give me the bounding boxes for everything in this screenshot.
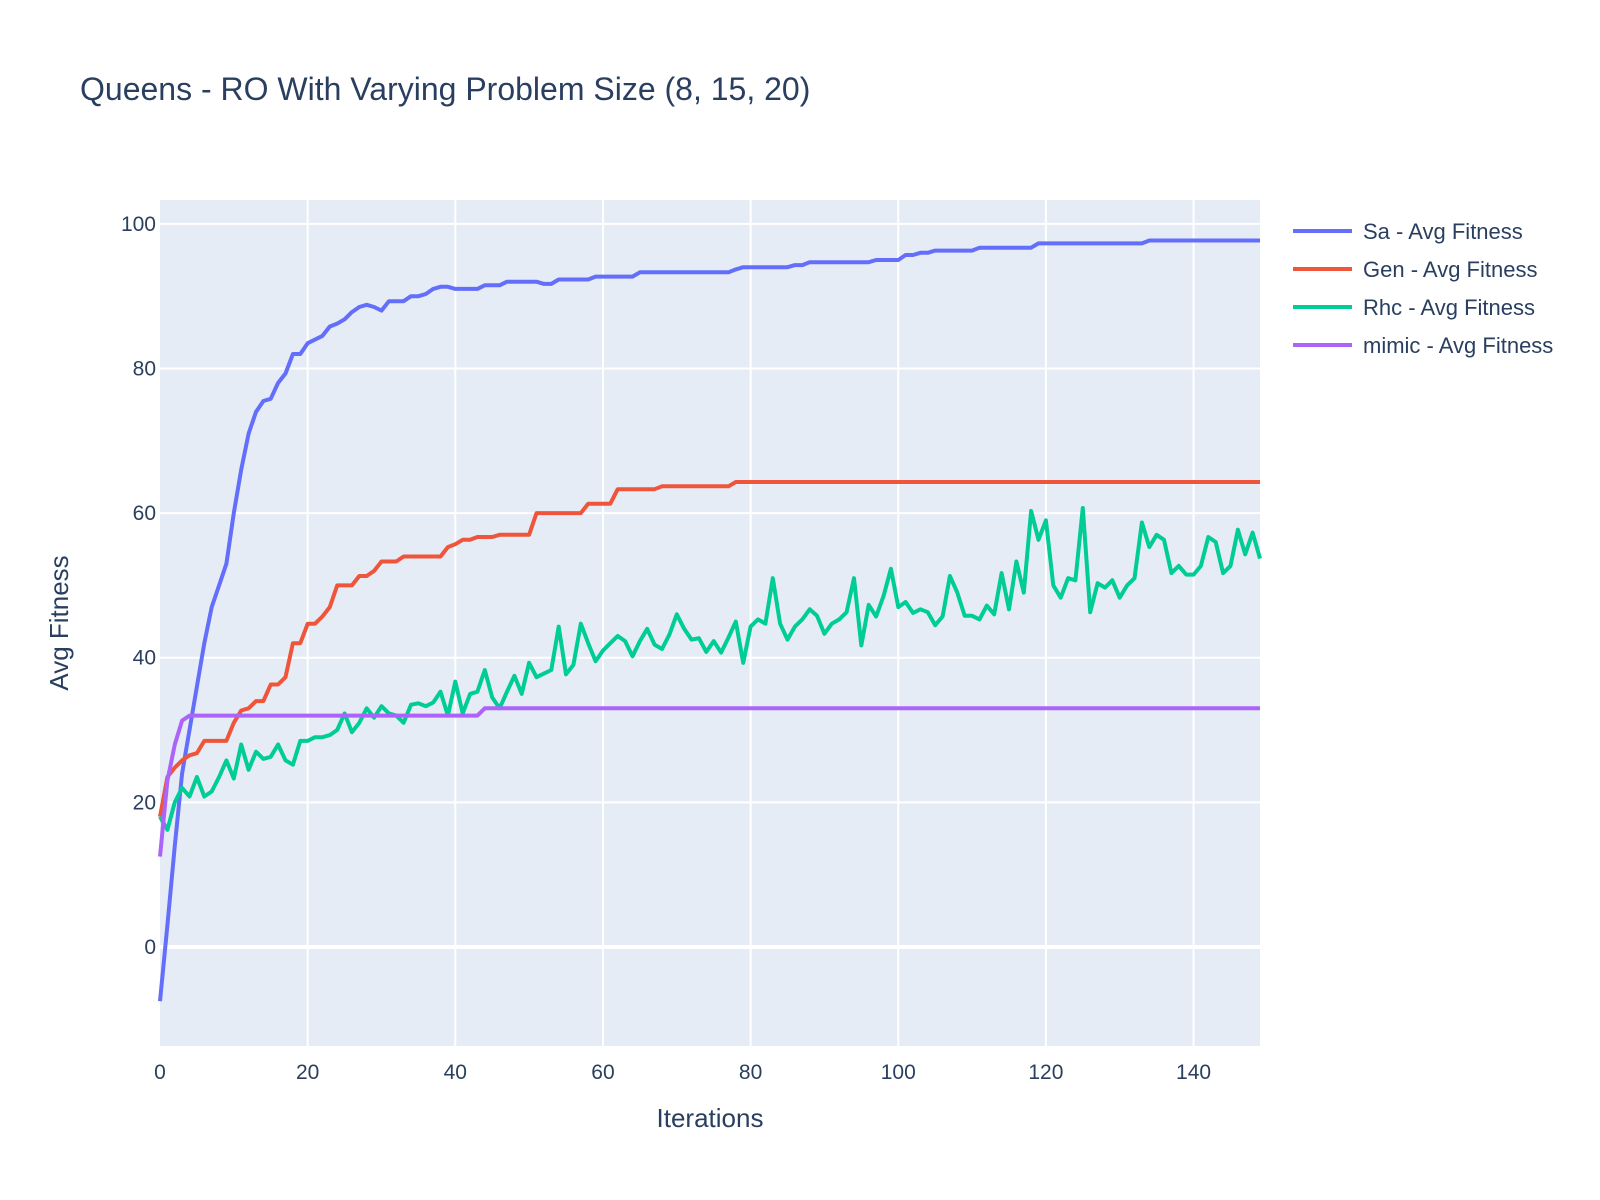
x-tick-label: 100 <box>881 1061 916 1084</box>
y-axis-title: Avg Fitness <box>44 555 74 690</box>
legend-label: mimic - Avg Fitness <box>1363 333 1553 358</box>
x-tick-label: 120 <box>1028 1061 1063 1084</box>
legend-label: Rhc - Avg Fitness <box>1363 295 1535 320</box>
legend-item[interactable]: Gen - Avg Fitness <box>1293 257 1537 282</box>
x-tick-label: 0 <box>154 1061 166 1084</box>
legend-label: Gen - Avg Fitness <box>1363 257 1537 282</box>
legend: Sa - Avg Fitness Gen - Avg Fitness Rhc - A… <box>1293 219 1553 358</box>
y-tick-label: 0 <box>144 936 156 959</box>
series-line-0 <box>158 238 1260 1002</box>
y-tick-label: 60 <box>133 502 156 525</box>
y-tick-label: 80 <box>133 357 156 380</box>
x-axis-title: Iterations <box>657 1103 764 1133</box>
series-line-3 <box>158 706 1260 857</box>
chart-title: Queens - RO With Varying Problem Size (8… <box>80 71 810 107</box>
legend-item[interactable]: Sa - Avg Fitness <box>1293 219 1523 244</box>
series-lines <box>158 238 1262 1002</box>
tick-labels: 0 20 40 60 80 100 120 140 0 20 40 60 80 100 <box>121 213 1211 1084</box>
legend-item[interactable]: Rhc - Avg Fitness <box>1293 295 1535 320</box>
x-tick-label: 20 <box>296 1061 319 1084</box>
x-tick-label: 140 <box>1176 1061 1211 1084</box>
y-tick-label: 40 <box>133 647 156 670</box>
gridlines <box>160 200 1260 1046</box>
legend-item[interactable]: mimic - Avg Fitness <box>1293 333 1553 358</box>
x-tick-label: 60 <box>591 1061 614 1084</box>
legend-label: Sa - Avg Fitness <box>1363 219 1523 244</box>
x-tick-label: 40 <box>444 1061 467 1084</box>
y-tick-label: 100 <box>121 213 156 236</box>
series-line-1 <box>158 480 1260 818</box>
plot-area <box>160 200 1260 1046</box>
x-tick-label: 80 <box>739 1061 762 1084</box>
y-tick-label: 20 <box>133 791 156 814</box>
